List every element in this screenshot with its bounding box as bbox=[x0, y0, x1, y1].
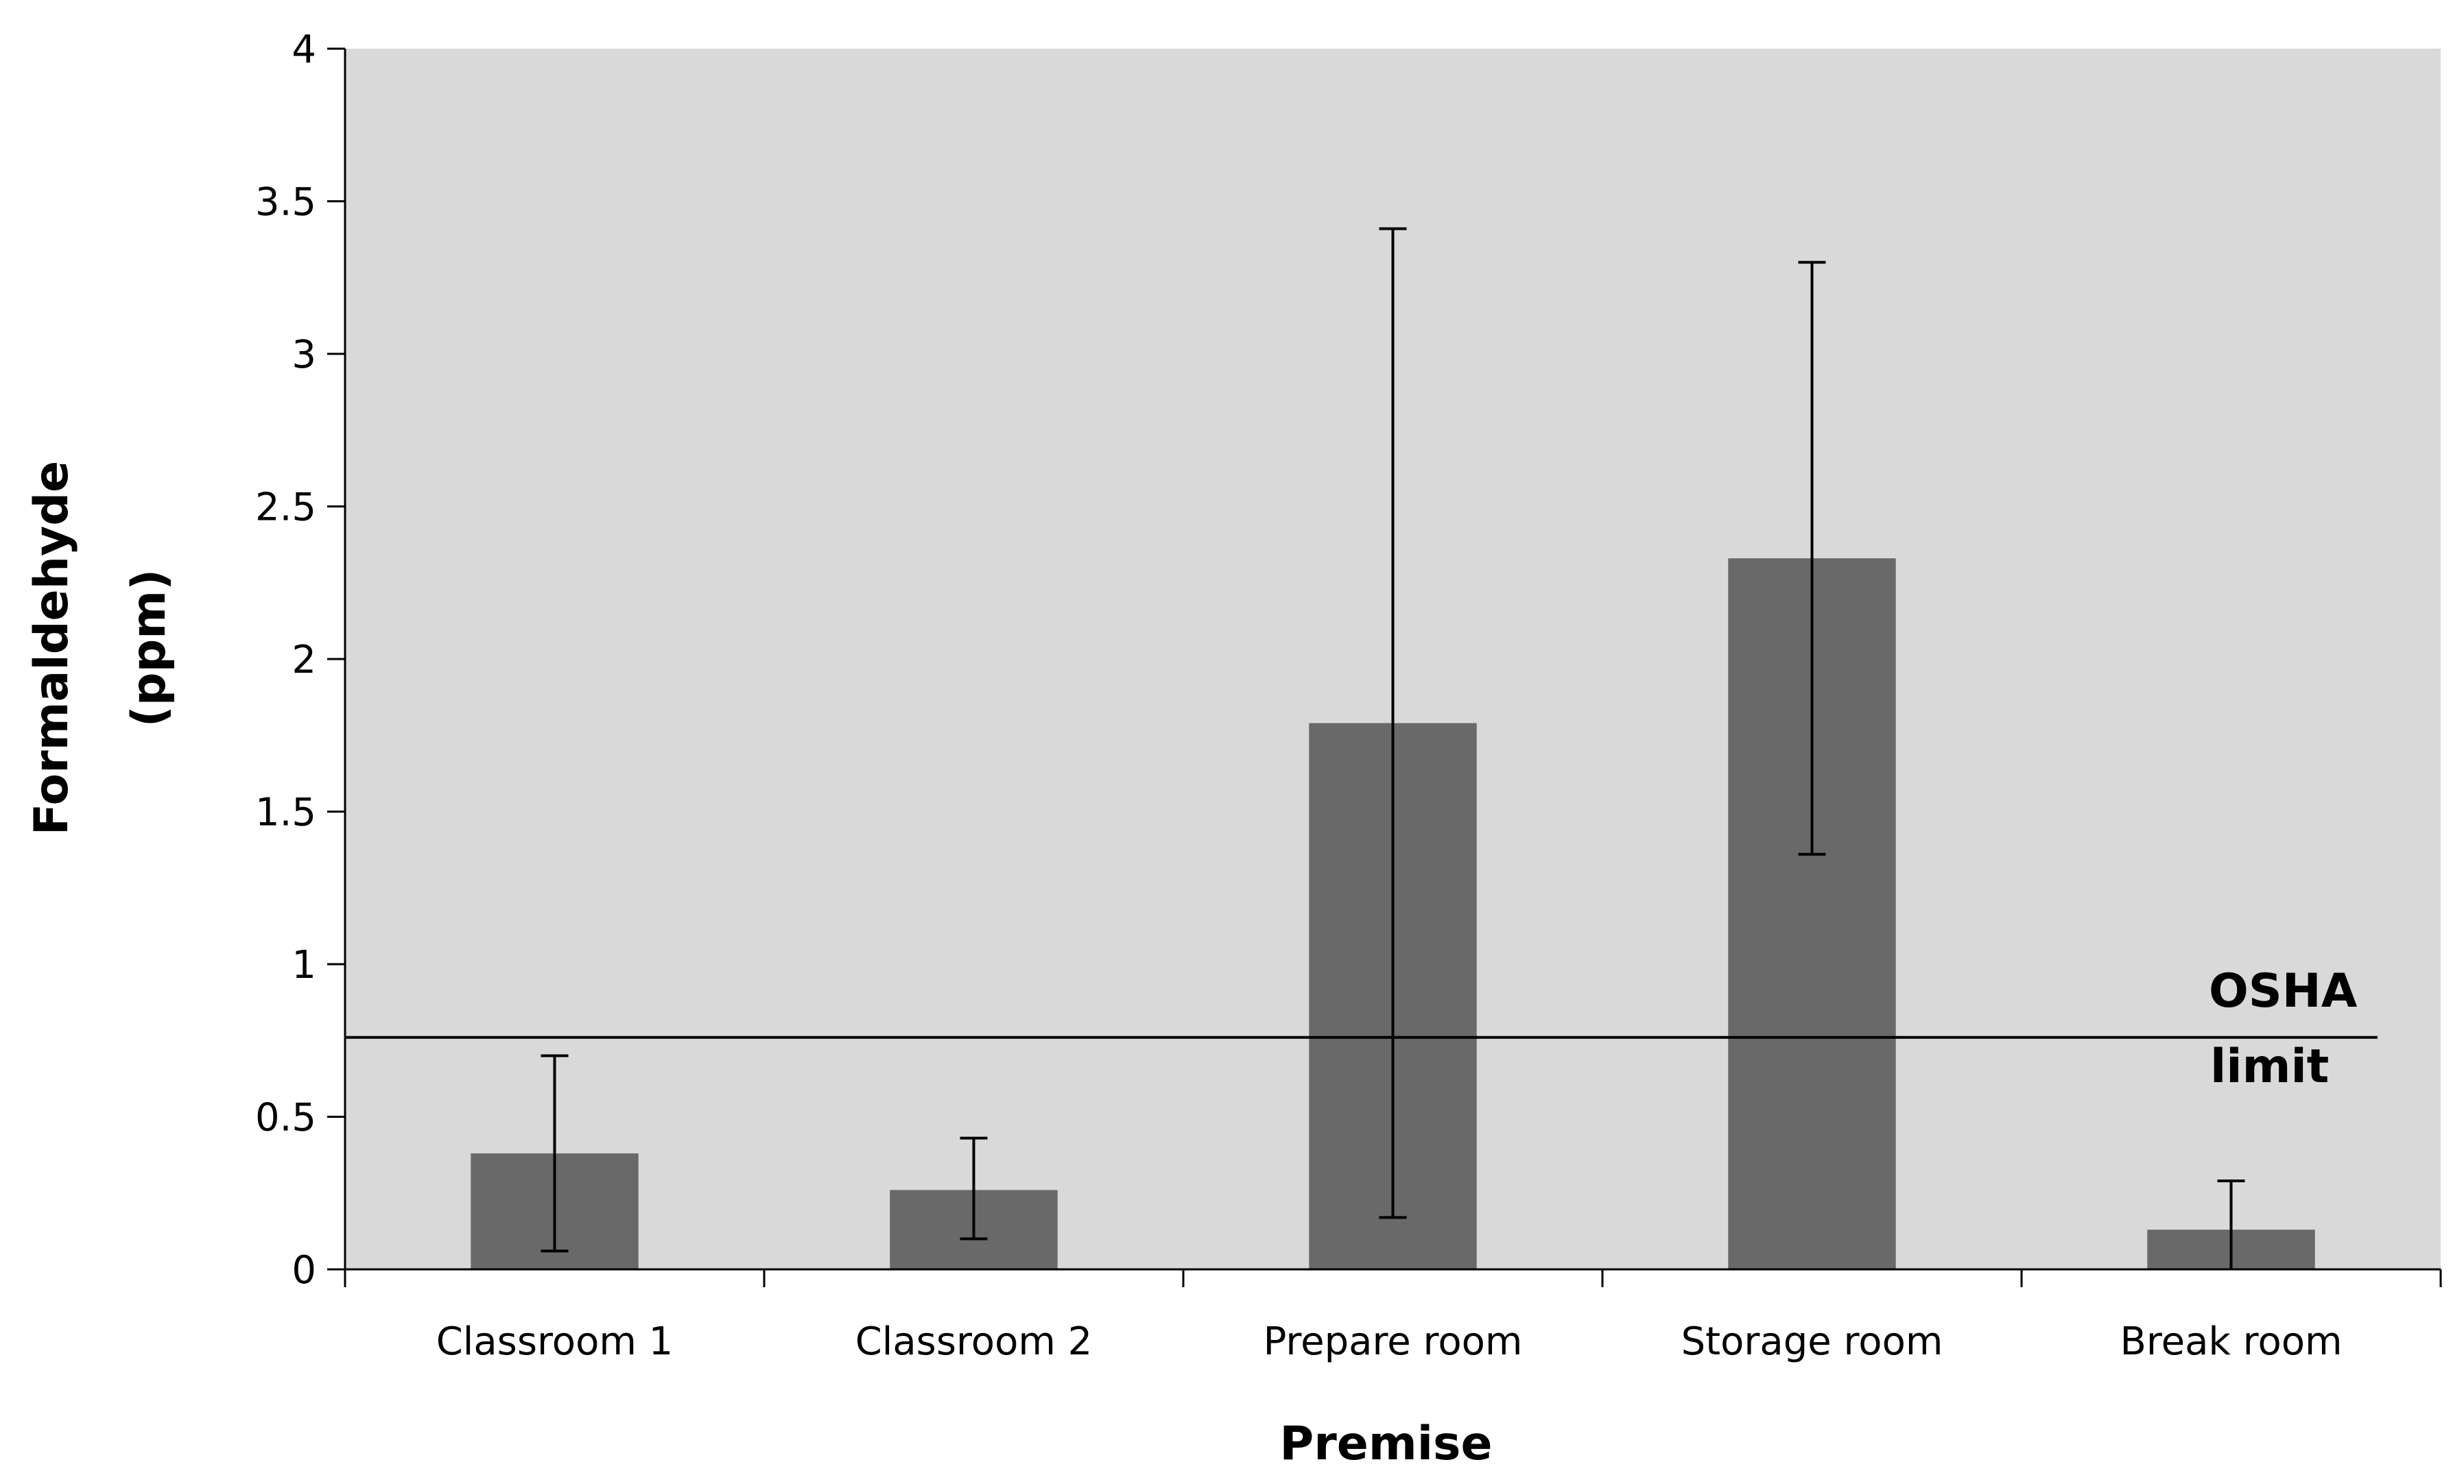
y-axis-title-line-2: (ppm) bbox=[122, 569, 176, 727]
y-axis-title: Formaldehyde (ppm) bbox=[25, 461, 176, 835]
x-tick-label: Classroom 2 bbox=[855, 1319, 1093, 1364]
y-axis-title-line-1: Formaldehyde bbox=[25, 461, 79, 835]
y-tick-label: 2.5 bbox=[255, 486, 316, 530]
y-tick-label: 1 bbox=[292, 943, 316, 988]
y-tick-label: 0 bbox=[292, 1248, 316, 1293]
y-axis-ticks: 0 0.5 1 1.5 2 2.5 3 3.5 4 bbox=[255, 27, 345, 1293]
x-tick-label: Prepare room bbox=[1264, 1319, 1523, 1364]
x-tick-label: Classroom 1 bbox=[436, 1319, 674, 1364]
y-tick-label: 2 bbox=[292, 638, 316, 682]
osha-limit-label-line-2: limit bbox=[2210, 1040, 2329, 1094]
x-axis-title: Premise bbox=[1279, 1417, 1492, 1471]
error-bars bbox=[541, 227, 2245, 1269]
x-tick-label: Storage room bbox=[1681, 1319, 1943, 1364]
y-tick-label: 1.5 bbox=[255, 791, 316, 835]
y-tick-label: 3 bbox=[292, 333, 316, 377]
y-tick-label: 4 bbox=[292, 27, 316, 72]
y-tick-label: 0.5 bbox=[255, 1096, 316, 1140]
y-tick-label: 3.5 bbox=[255, 180, 316, 225]
x-axis-tick-labels: Classroom 1 Classroom 2 Prepare room Storag… bbox=[344, 1269, 2442, 1364]
x-tick-label: Break room bbox=[2120, 1319, 2342, 1364]
osha-limit-label-line-1: OSHA bbox=[2209, 964, 2358, 1018]
